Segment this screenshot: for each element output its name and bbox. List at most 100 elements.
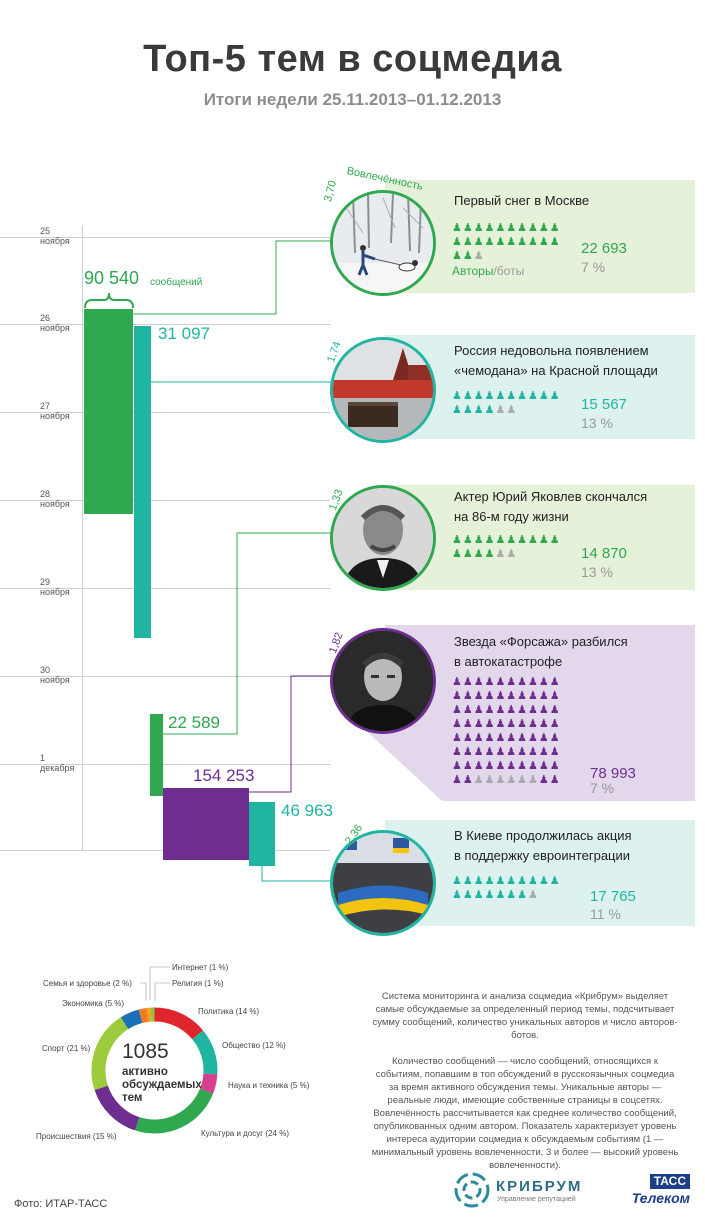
bar-first-snow [84,309,133,514]
gridline [0,412,330,413]
bar-value: 22 589 [168,713,220,732]
gridline [0,676,330,677]
donut-legend-label: Происшествия (15 %) [36,1132,117,1141]
donut-slice [135,1088,214,1134]
topic-photo [330,830,436,936]
donut-legend-label: Культура и досуг (24 %) [201,1129,289,1138]
donut-legend-label: Спорт (21 %) [42,1044,91,1053]
bots-percent: 13 % [581,415,613,431]
authors-pictogram: ♟♟♟♟♟♟♟♟♟♟ ♟♟♟♟♟♟♟♟ [452,875,561,901]
topic-title: Россия недовольна появлением «чемодана» … [454,341,658,381]
gridline [0,764,330,765]
donut-slice [138,1007,149,1024]
day-label: 25 ноября [40,226,70,246]
tass-telecom-text: Телеком [631,1190,690,1206]
topic-photo [330,337,436,443]
category-donut-chart [91,1007,218,1134]
description-paragraph: Система мониторинга и анализа соцмедиа «… [372,991,678,1041]
red-square-icon [333,340,433,440]
donut-slice [120,1009,143,1030]
donut-center-value: 1085 [122,1040,169,1063]
topic-title-line: «чемодана» на Красной площади [454,363,658,378]
authors-pictogram: ♟♟♟♟♟♟♟♟♟♟ ♟♟♟♟♟♟ [452,390,561,416]
donut-legend-label: Экономика (5 %) [62,999,125,1008]
donut-slice [91,1017,129,1090]
messages-count: 22 693 [581,240,627,257]
topic-title-line: Звезда «Форсажа» разбился [454,634,628,649]
day-label: 28 ноября [40,489,70,509]
topic-title: Первый снег в Москве [454,191,589,211]
donut-slice [94,1085,140,1131]
authors-pictogram: ♟♟♟♟♟♟♟♟♟♟ ♟♟♟♟♟♟ [452,534,561,560]
donut-slice [154,1007,204,1040]
donut-legend-label: Общество (12 %) [222,1041,286,1050]
topic-title-line: в автокатастрофе [454,654,563,669]
topic-title-line: Россия недовольна появлением [454,343,649,358]
donut-legend-label: Семья и здоровье (2 %) [43,979,132,988]
gridline [0,500,330,501]
day-label: 27 ноября [40,401,70,421]
topic-title-line: Актер Юрий Яковлев скончался [454,489,648,504]
donut-legend-label: Интернет (1 %) [172,963,229,972]
donut-legend-label: Политика (14 %) [198,1007,260,1016]
messages-count: 17 765 [590,888,636,905]
bar-red-square [134,326,151,638]
topic-title-line: Первый снег в Москве [454,193,590,208]
kribrum-tagline: Управление репутацией [497,1196,576,1203]
timeline-axis [82,225,83,850]
topic-title-line: в поддержку евроинтеграции [454,848,631,863]
day-label: 30 ноября [40,665,70,685]
topic-photo [330,628,436,734]
bots-label: /боты [493,264,525,278]
topic-title: Актер Юрий Яковлев скончался на 86-м год… [454,487,647,527]
bots-percent: 13 % [581,564,613,580]
topic-title: Звезда «Форсажа» разбился в автокатастро… [454,632,628,672]
authors-label: Авторы [452,264,494,278]
authors-pictogram: ♟♟♟♟♟♟♟♟♟♟ ♟♟♟♟♟♟♟♟♟♟ ♟♟♟♟♟♟♟♟♟♟ ♟♟♟♟♟♟♟… [452,676,561,786]
topic-panel [385,180,695,293]
total-messages-unit: сообщений [150,277,203,288]
bar-yakovlev [150,714,163,796]
donut-center-label: активно обсуждаемых тем [122,1066,202,1104]
crowd-flags-icon [333,833,433,933]
photo-credit: Фото: ИТАР-ТАСС [14,1198,108,1210]
bar-fast-furious [163,788,249,860]
day-label: 29 ноября [40,577,70,597]
portrait-icon [333,488,433,588]
bots-percent: 11 % [590,906,621,922]
bar-value: 31 097 [158,324,210,343]
portrait-icon [333,631,433,731]
topic-title-line: В Киеве продолжилась акция [454,828,632,843]
tass-telecom-logo: ТАСС Телеком [614,1172,690,1206]
method-description: Система мониторинга и анализа соцмедиа «… [370,990,680,1172]
page-subtitle: Итоги недели 25.11.2013–01.12.2013 [203,90,502,109]
day-label: 1 декабря [40,753,75,773]
gridline [0,237,330,238]
bar-value: 154 253 [193,766,255,785]
topic-panel [385,485,695,590]
bar-value: 46 963 [281,801,333,820]
messages-count: 15 567 [581,396,627,413]
day-label: 26 ноября [40,313,70,333]
topic-panel [385,335,695,439]
tass-mark: ТАСС [649,1174,690,1189]
bots-percent: 7 % [581,259,606,275]
description-paragraph: Количество сообщений — число сообщений, … [371,1056,679,1171]
brace-icon [84,292,134,309]
connector-lines [133,240,333,882]
snow-walk-dog-icon [333,193,433,293]
page-title: Топ-5 тем в соцмедиа [143,38,562,80]
messages-count: 14 870 [581,545,627,562]
donut-legend-label: Наука и техника (5 %) [228,1081,310,1090]
gridline [0,324,330,325]
authors-pictogram: ♟♟♟♟♟♟♟♟♟♟ ♟♟♟♟♟♟♟♟♟♟ ♟♟♟ [452,222,561,262]
topic-title: В Киеве продолжилась акция в поддержку е… [454,826,632,866]
bar-kiev [249,802,275,866]
total-messages-value: 90 540 [84,268,140,288]
topic-title-line: на 86-м году жизни [454,509,569,524]
topic-photo [330,485,436,591]
kribrum-logo-icon [454,1172,490,1208]
gridline [0,588,330,589]
topic-panel [385,820,695,926]
messages-count: 78 993 [590,765,636,782]
